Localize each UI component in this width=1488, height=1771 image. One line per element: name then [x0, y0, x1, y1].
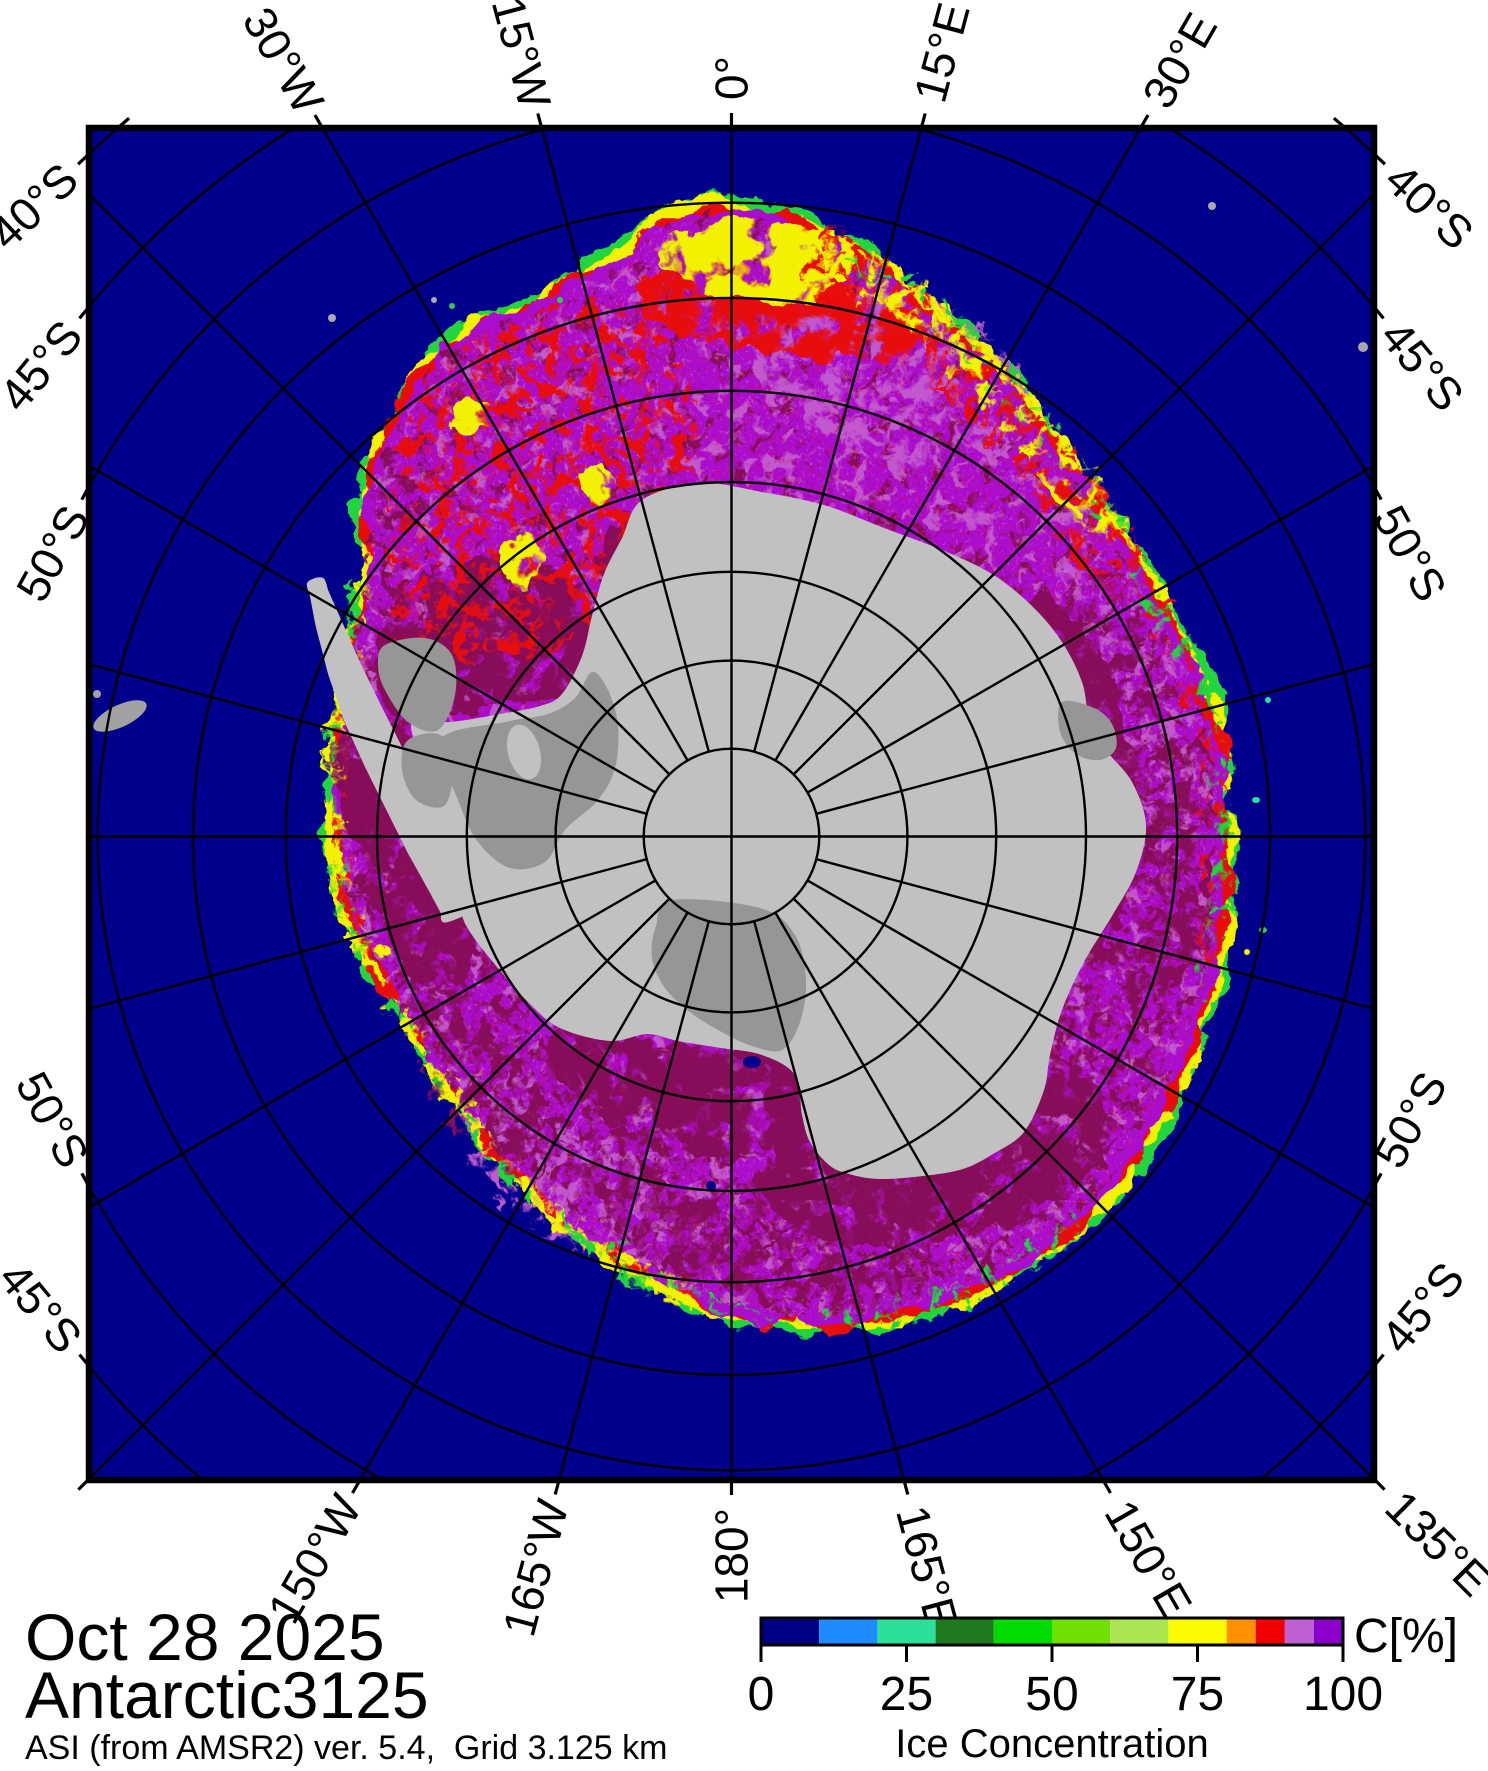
- svg-text:Oct 28 2025: Oct 28 2025: [25, 1600, 385, 1674]
- svg-text:C[%]: C[%]: [1354, 1610, 1458, 1663]
- svg-text:25: 25: [880, 1668, 933, 1721]
- svg-text:Antarctic3125: Antarctic3125: [25, 1658, 429, 1732]
- svg-text:75: 75: [1171, 1668, 1224, 1721]
- svg-text:ASI (from AMSR2) ver. 5.4, Gr: ASI (from AMSR2) ver. 5.4, Grid 3.125 km: [25, 1729, 667, 1767]
- svg-text:50: 50: [1025, 1668, 1078, 1721]
- svg-text:100: 100: [1303, 1668, 1383, 1721]
- svg-text:180°: 180°: [706, 1508, 758, 1603]
- svg-text:Ice Concentration: Ice Concentration: [895, 1722, 1209, 1766]
- svg-text:0: 0: [748, 1668, 775, 1721]
- svg-text:0°: 0°: [706, 56, 758, 100]
